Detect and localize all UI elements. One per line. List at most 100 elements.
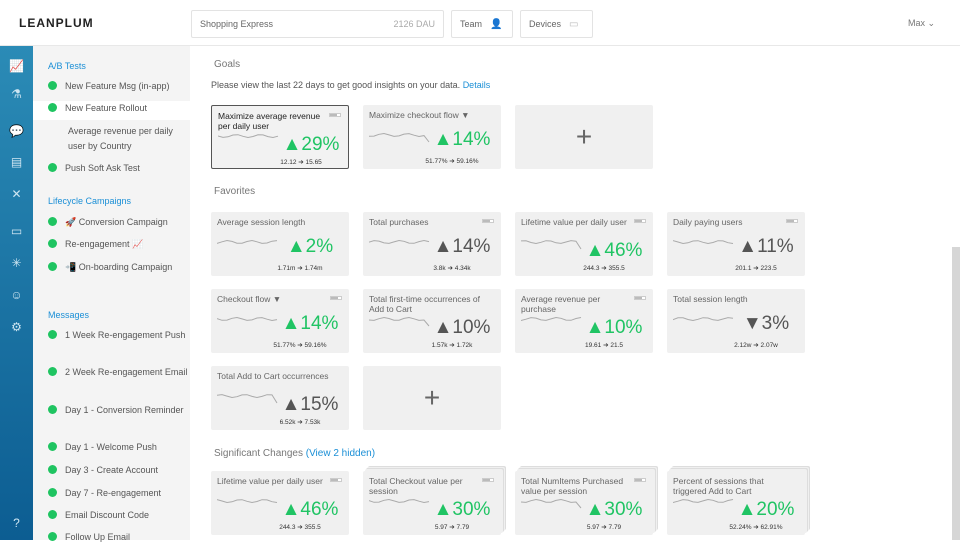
metric-card[interactable]: Total Checkout value per session ▲30% 5.97…: [363, 471, 501, 535]
leanplum-logo[interactable]: LEANPLUM: [19, 16, 94, 30]
settings-icon[interactable]: ⚙: [11, 320, 22, 334]
ab-test-icon[interactable]: ⚗: [11, 87, 22, 101]
metric-card[interactable]: Percent of sessions that triggered Add t…: [667, 471, 805, 535]
sidebar-item-label: New Feature Msg (in-app): [65, 81, 170, 91]
value-range: 5.97 ➔ 7.79: [586, 524, 622, 531]
battery-icon: [482, 478, 494, 482]
metric-card[interactable]: Lifetime value per daily user ▲46% 244.3 ➔…: [211, 471, 349, 535]
value-range: 52.24% ➔ 62.91%: [729, 524, 783, 531]
sidebar-item-label: 🚀 Conversion Campaign: [65, 217, 168, 227]
metric-card[interactable]: Total first-time occurrences of Add to C…: [363, 289, 501, 353]
variables-icon[interactable]: ✕: [11, 187, 22, 201]
devices-button[interactable]: Devices ▭: [520, 10, 593, 38]
metric-card[interactable]: Lifetime value per daily user ▲46% 244.3 ➔…: [515, 212, 653, 276]
sidebar-item-label: 2 Week Re-engagement Email: [65, 367, 188, 377]
sidebar-item[interactable]: Email Discount Code: [48, 508, 188, 523]
card-title: Total Checkout value per session: [369, 476, 463, 496]
goals-heading: Goals: [214, 59, 241, 70]
status-dot: [48, 465, 57, 474]
add-card-button[interactable]: +: [515, 105, 653, 169]
battery-icon: [786, 219, 798, 223]
change-percent: ▲46%: [281, 499, 339, 520]
value-range: 201.1 ➔ 223.5: [735, 265, 777, 272]
sidebar-item[interactable]: Follow Up Email: [48, 530, 188, 545]
metric-card[interactable]: Maximize average revenue per daily user ▲…: [211, 105, 349, 169]
sidebar-item[interactable]: New Feature Msg (in-app): [48, 79, 188, 94]
details-link[interactable]: Details: [462, 80, 491, 90]
view-hidden-link[interactable]: (View 2 hidden): [305, 448, 376, 459]
value-range: 6.52k ➔ 7.53k: [279, 419, 321, 426]
user-menu[interactable]: Max ⌄: [908, 18, 936, 28]
debug-icon[interactable]: ✳: [11, 256, 22, 270]
status-dot: [48, 532, 57, 541]
sidebar-item[interactable]: Day 1 - Conversion Reminder: [48, 403, 188, 418]
change-percent: ▲30%: [585, 499, 643, 520]
battery-icon: [482, 219, 494, 223]
card-title: Average revenue per purchase: [521, 294, 601, 314]
campaigns-icon[interactable]: ▤: [10, 155, 23, 169]
add-card-button[interactable]: +: [363, 366, 501, 430]
value-range: 51.77% ➔ 59.16%: [425, 158, 479, 165]
help-icon[interactable]: ?: [13, 516, 20, 530]
messages-heading-label: Messages: [48, 310, 90, 320]
value-range: 1.71m ➔ 1.74m: [277, 265, 323, 272]
sidebar-item[interactable]: Day 7 - Re-engagement: [48, 486, 188, 501]
sparkline: [673, 498, 734, 503]
sparkline: [521, 316, 582, 321]
change-percent: ▲29%: [282, 134, 340, 155]
metric-card[interactable]: Total Add to Cart occurrences ▲15% 6.52k ➔…: [211, 366, 349, 430]
app-selector[interactable]: Shopping Express 2126 DAU: [191, 10, 444, 38]
analytics-icon[interactable]: 📈: [9, 59, 24, 73]
status-dot: [48, 488, 57, 497]
sparkline: [673, 240, 734, 245]
change-percent: ▲30%: [433, 499, 491, 520]
metric-card[interactable]: Average revenue per purchase ▲10% 19.61 ➔ …: [515, 289, 653, 353]
sparkline-chart: [217, 239, 278, 244]
sidebar-item[interactable]: 📲 On-boarding Campaign: [48, 260, 188, 275]
scrollbar[interactable]: [952, 247, 960, 540]
value-range: 2.12w ➔ 2.07w: [734, 342, 778, 349]
sidebar-item[interactable]: 1 Week Re-engagement Push: [48, 328, 188, 343]
metric-card[interactable]: Total NumItems Purchased value per sessi…: [515, 471, 653, 535]
change-percent: ▲11%: [738, 236, 794, 257]
top-header: LEANPLUM Shopping Express 2126 DAU Team 👤…: [0, 0, 960, 46]
metric-card[interactable]: Total purchases ▲14% 3.8k ➔ 4.34k: [363, 212, 501, 276]
card-title: Total session length: [673, 294, 748, 304]
sidebar-item[interactable]: New Feature Rollout: [33, 101, 190, 120]
metric-card[interactable]: Maximize checkout flow ▼ ▲14% 51.77% ➔ 59.…: [363, 105, 501, 169]
sidebar-item[interactable]: 2 Week Re-engagement Email: [48, 365, 188, 380]
change-percent: ▲14%: [281, 313, 339, 334]
status-dot: [48, 510, 57, 519]
change-percent: ▲20%: [737, 499, 795, 520]
sidebar-item[interactable]: Re-engagement 📈: [48, 237, 188, 252]
sidebar-item-label: New Feature Rollout: [65, 103, 148, 113]
team-button[interactable]: Team 👤: [451, 10, 513, 38]
icon-rail: 📈 ⚗ 💬 ▤ ✕ ▭ ✳ ☺ ⚙?: [0, 46, 33, 540]
sparkline: [217, 239, 278, 244]
status-dot: [48, 217, 57, 226]
card-title: Average session length: [217, 217, 306, 227]
sparkline-chart: [369, 132, 430, 143]
app-name: Shopping Express: [200, 19, 274, 29]
users-icon[interactable]: ☺: [10, 288, 23, 302]
sidebar-item[interactable]: Day 3 - Create Account: [48, 463, 188, 478]
sidebar-subitem[interactable]: Average revenue per daily user by Countr…: [68, 124, 183, 154]
sparkline-chart: [521, 498, 582, 509]
sidebar-item[interactable]: Day 1 - Welcome Push: [48, 440, 188, 455]
battery-icon: [634, 296, 646, 300]
metric-card[interactable]: Average session length ▲2% 1.71m ➔ 1.74m: [211, 212, 349, 276]
sidebar-item-label: Follow Up Email: [65, 532, 131, 542]
sidebar-item[interactable]: Push Soft Ask Test: [48, 161, 188, 176]
significant-label: Significant Changes: [214, 448, 303, 459]
sidebar-item[interactable]: 🚀 Conversion Campaign: [48, 215, 188, 230]
metric-card[interactable]: Daily paying users ▲11% 201.1 ➔ 223.5: [667, 212, 805, 276]
status-dot: [48, 405, 57, 414]
status-dot: [48, 103, 57, 112]
files-icon[interactable]: ▭: [10, 224, 23, 238]
status-dot: [48, 367, 57, 376]
metric-card[interactable]: Total session length ▼3% 2.12w ➔ 2.07w: [667, 289, 805, 353]
messages-icon[interactable]: 💬: [9, 124, 24, 138]
sparkline-chart: [217, 394, 278, 404]
sparkline-chart: [673, 240, 734, 245]
metric-card[interactable]: Checkout flow ▼ ▲14% 51.77% ➔ 59.16%: [211, 289, 349, 353]
